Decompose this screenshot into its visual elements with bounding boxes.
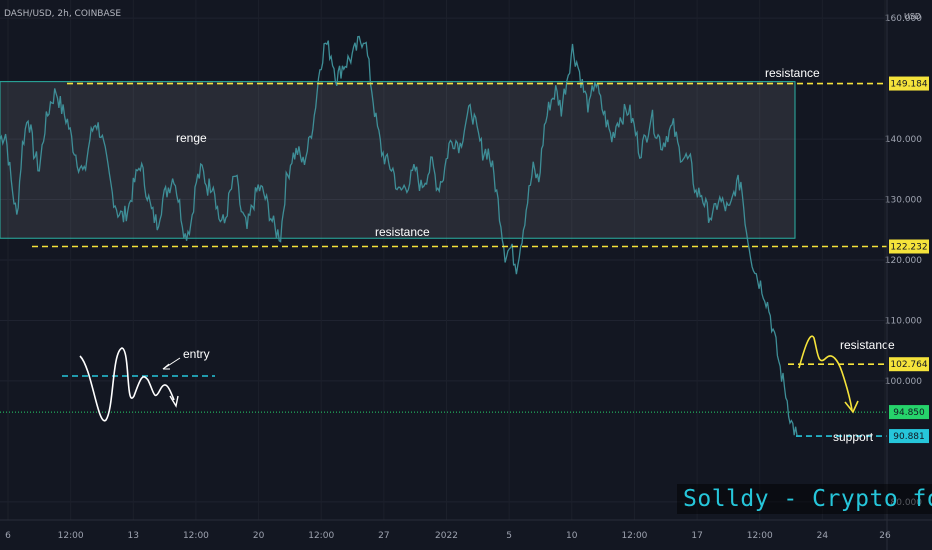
x-tick-label: 24 [817, 531, 829, 541]
sketch-wave-arrowhead [169, 395, 179, 408]
symbol-label: DASH/USD, 2h, COINBASE [4, 9, 122, 19]
price-tag-text: 102.764 [890, 360, 927, 370]
x-tick-label: 5 [506, 531, 512, 541]
y-tick-label: 110.000 [885, 316, 922, 326]
price-tag-text: 149.184 [890, 80, 927, 90]
x-tick-label: 12:00 [308, 531, 334, 541]
x-tick-label: 10 [566, 531, 578, 541]
x-tick-label: 20 [253, 531, 265, 541]
level-label-resistance: resistance [840, 338, 895, 352]
x-tick-label: 12:00 [58, 531, 84, 541]
sketch-annotations: entry [62, 335, 859, 422]
y-tick-label: 80.000 [891, 498, 923, 508]
price-tag-box [889, 429, 929, 444]
y-tick-label: 140.000 [885, 135, 922, 145]
currency-label: USD [904, 12, 922, 21]
grid-lines [0, 17, 887, 503]
range-box: renge [0, 81, 796, 239]
current-price-tag-box [889, 405, 929, 420]
level-label-resistance: resistance [375, 225, 430, 239]
x-tick-label: 12:00 [183, 531, 209, 541]
price-line [0, 35, 798, 436]
y-tick-label: 120.000 [885, 256, 922, 266]
entry-pointer-head [162, 363, 170, 370]
y-tick-label: 100.000 [885, 377, 922, 387]
x-tick-label: 13 [128, 531, 139, 541]
price-tag-box [889, 239, 929, 254]
price-tag-box [889, 357, 929, 372]
price-series [0, 35, 798, 436]
x-tick-label: 26 [879, 531, 891, 541]
y-tick-label: 160.000 [885, 14, 922, 24]
range-box-label: renge [176, 131, 207, 145]
price-tags: 149.184 122.232 102.764 90.881 94.850 [889, 76, 929, 444]
price-tag-text: 90.881 [893, 432, 925, 442]
price-tag-box [889, 76, 929, 91]
sketch-wave [79, 347, 175, 422]
entry-label: entry [183, 347, 210, 361]
x-tick-label: 12:00 [747, 531, 773, 541]
projection-arrowhead [844, 400, 859, 414]
watermark-label: Solldy - Crypto for U [677, 484, 932, 514]
level-label-support: support [833, 430, 874, 444]
projection-path [798, 335, 853, 411]
x-tick-label: 6 [5, 531, 11, 541]
x-tick-label: 17 [691, 531, 702, 541]
x-tick-label: 27 [378, 531, 389, 541]
level-label-resistance: resistance [765, 66, 820, 80]
x-tick-label: 12:00 [621, 531, 647, 541]
level-lines: resistance resistance resistance support [0, 66, 895, 444]
x-tick-label: 2022 [435, 531, 458, 541]
y-tick-label: 130.000 [885, 196, 922, 206]
range-box-rect [0, 81, 796, 239]
current-price-tag-text: 94.850 [893, 408, 925, 418]
price-tag-text: 122.232 [890, 243, 927, 253]
